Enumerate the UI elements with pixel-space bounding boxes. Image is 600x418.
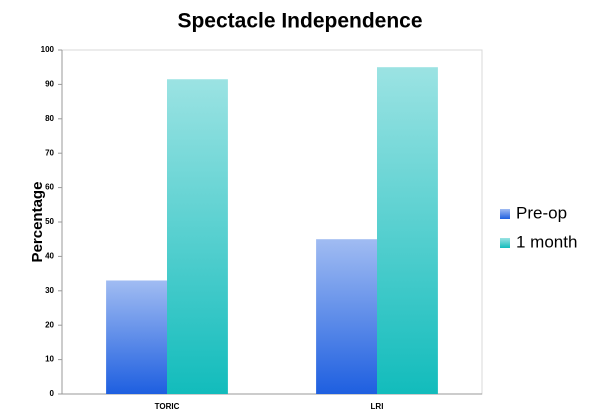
- legend-label: 1 month: [516, 232, 577, 251]
- legend-swatch: [500, 209, 510, 219]
- y-tick-label: 20: [45, 320, 54, 329]
- legend-swatch: [500, 238, 510, 248]
- y-tick-label: 90: [45, 80, 54, 89]
- y-tick-label: 70: [45, 148, 54, 157]
- y-axis-label: Percentage: [29, 182, 46, 263]
- y-tick-label: 60: [45, 183, 54, 192]
- y-tick-label: 40: [45, 252, 54, 261]
- x-tick-label: TORIC: [155, 402, 180, 411]
- chart-title: Spectacle Independence: [177, 10, 422, 33]
- y-tick-label: 80: [45, 114, 54, 123]
- x-tick-label: LRI: [371, 402, 384, 411]
- y-tick-label: 30: [45, 286, 54, 295]
- legend-label: Pre-op: [516, 203, 567, 222]
- bar: [316, 239, 377, 394]
- bar: [377, 67, 438, 394]
- y-tick-label: 0: [50, 389, 55, 398]
- y-tick-label: 10: [45, 355, 54, 364]
- bar: [167, 79, 228, 395]
- bar: [106, 280, 167, 394]
- y-tick-label: 50: [45, 217, 54, 226]
- y-tick-label: 100: [41, 45, 55, 54]
